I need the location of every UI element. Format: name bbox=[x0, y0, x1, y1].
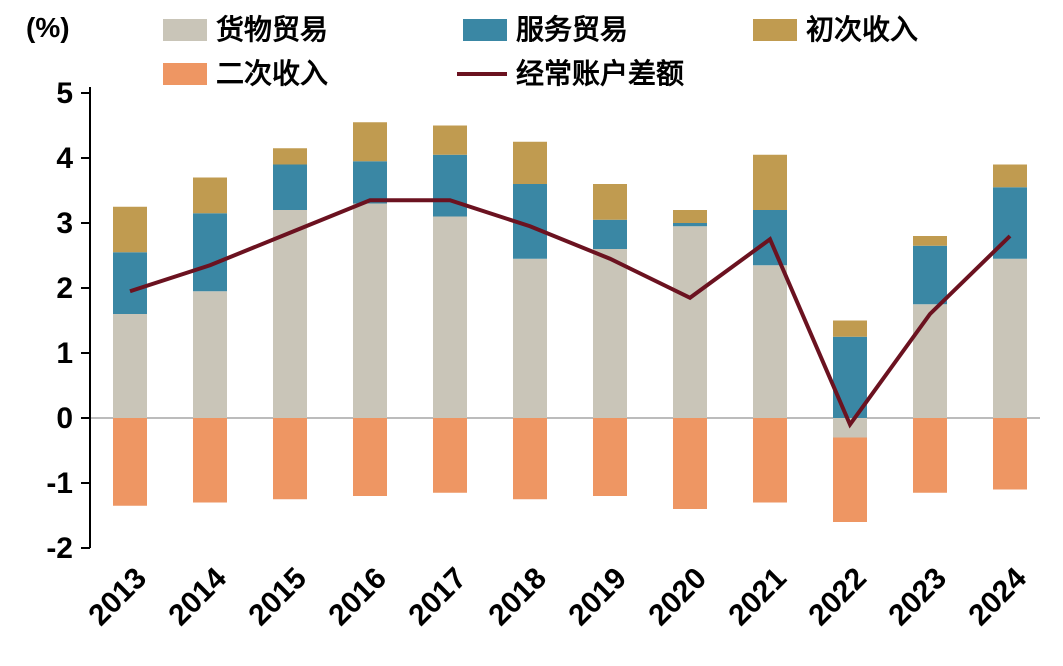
bar-segment bbox=[833, 437, 867, 522]
bar-segment bbox=[273, 164, 307, 210]
bar-segment bbox=[753, 418, 787, 503]
legend-label: 服务贸易 bbox=[516, 14, 629, 45]
trend-line bbox=[129, 198, 1012, 429]
bar-segment bbox=[193, 213, 227, 292]
bar-segment bbox=[993, 164, 1027, 188]
legend-item-secondary-income: 二次收入 bbox=[163, 60, 328, 88]
bar-segment bbox=[513, 141, 547, 184]
x-axis-label: 2020 bbox=[642, 562, 713, 633]
bar-segment bbox=[673, 223, 707, 227]
bar-segment bbox=[753, 154, 787, 210]
y-axis-tick-label: 5 bbox=[56, 77, 73, 110]
legend-item-current-account-balance: 经常账户差额 bbox=[457, 60, 684, 88]
bar-segment bbox=[993, 418, 1027, 490]
bar-segment bbox=[593, 219, 627, 249]
y-axis-tick-label: 3 bbox=[56, 207, 73, 240]
bar-segment bbox=[433, 125, 467, 155]
bar-segment bbox=[513, 258, 547, 418]
x-axis-label: 2016 bbox=[322, 562, 393, 633]
y-axis-tick-label: 4 bbox=[56, 142, 73, 175]
bar-segment bbox=[913, 245, 947, 305]
bar-segment bbox=[593, 249, 627, 418]
bar-segment bbox=[193, 177, 227, 214]
x-axis-label: 2018 bbox=[482, 562, 553, 633]
x-axis-label: 2014 bbox=[162, 561, 233, 632]
y-axis-tick-label: 1 bbox=[56, 337, 73, 370]
x-axis-label: 2019 bbox=[562, 562, 633, 633]
legend-label: 经常账户差额 bbox=[516, 58, 685, 89]
legend-item-primary-income: 初次收入 bbox=[753, 16, 918, 44]
bar-segment bbox=[433, 154, 467, 217]
bar-segment bbox=[113, 252, 147, 314]
legend-swatch bbox=[463, 19, 507, 41]
bar-segment bbox=[353, 161, 387, 204]
legend-label: 二次收入 bbox=[216, 58, 329, 89]
bar-segment bbox=[353, 203, 387, 418]
x-axis-label: 2013 bbox=[82, 562, 153, 633]
x-axis-label: 2017 bbox=[402, 562, 473, 633]
bar-segment bbox=[353, 122, 387, 162]
legend-line-swatch bbox=[457, 72, 507, 76]
legend-swatch bbox=[163, 19, 207, 41]
legend-swatch bbox=[163, 63, 207, 85]
bar-segment bbox=[753, 265, 787, 418]
bar-segment bbox=[113, 206, 147, 253]
x-axis-label: 2024 bbox=[962, 561, 1033, 632]
bar-segment bbox=[433, 418, 467, 493]
bar-segment bbox=[273, 418, 307, 500]
x-axis-label: 2023 bbox=[882, 562, 953, 633]
y-axis-tick-label: 0 bbox=[56, 402, 73, 435]
bar-segment bbox=[593, 418, 627, 496]
bar-segment bbox=[833, 336, 867, 418]
legend-item-goods-trade: 货物贸易 bbox=[163, 16, 328, 44]
bar-segment bbox=[913, 236, 947, 246]
y-axis-unit-label: (%) bbox=[26, 12, 70, 43]
bar-segment bbox=[273, 148, 307, 165]
bar-segment bbox=[673, 210, 707, 223]
bar-segment bbox=[113, 418, 147, 506]
legend-label: 货物贸易 bbox=[216, 14, 329, 45]
x-axis-label: 2015 bbox=[242, 562, 313, 633]
bar-segment bbox=[433, 216, 467, 418]
legend-item-services-trade: 服务贸易 bbox=[463, 16, 628, 44]
legend-swatch bbox=[753, 19, 797, 41]
bar-segment bbox=[833, 320, 867, 337]
bar-segment bbox=[913, 304, 947, 418]
x-axis-label: 2021 bbox=[722, 562, 793, 633]
bar-segment bbox=[193, 418, 227, 503]
bar-segment bbox=[193, 291, 227, 418]
y-axis-tick-label: 2 bbox=[56, 272, 73, 305]
bar-segment bbox=[993, 258, 1027, 418]
bar-segment bbox=[273, 210, 307, 418]
bar-segment bbox=[593, 184, 627, 220]
y-axis-tick-label: -2 bbox=[46, 532, 73, 565]
bar-segment bbox=[353, 418, 387, 496]
y-axis-tick-label: -1 bbox=[46, 467, 73, 500]
bar-segment bbox=[673, 418, 707, 509]
bar-segment bbox=[673, 226, 707, 418]
x-axis-label: 2022 bbox=[802, 562, 873, 633]
bar-segment bbox=[913, 418, 947, 493]
bar-segment bbox=[113, 314, 147, 418]
legend-label: 初次收入 bbox=[806, 14, 919, 45]
bar-segment bbox=[513, 418, 547, 500]
